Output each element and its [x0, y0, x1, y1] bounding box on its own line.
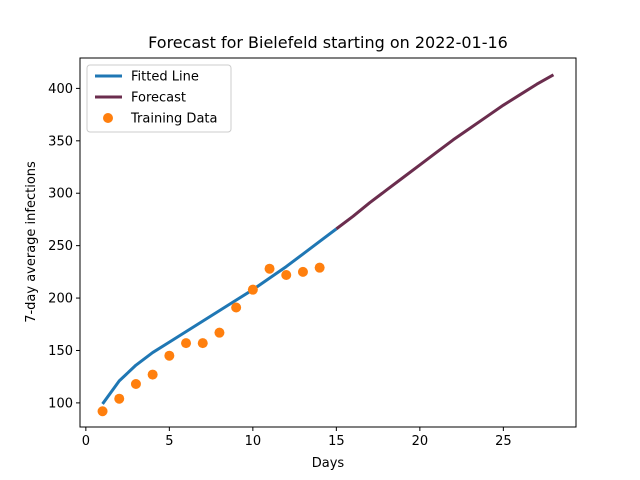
x-axis: 0 5 10 15 20 25	[82, 427, 512, 449]
x-tick-label: 15	[328, 434, 345, 449]
x-tick-label: 5	[165, 434, 173, 449]
legend-label: Training Data	[130, 112, 217, 127]
x-axis-label: Days	[312, 456, 345, 471]
y-tick-label: 150	[48, 344, 73, 359]
data-point-training-data	[281, 269, 292, 280]
plot-area	[97, 73, 555, 417]
y-tick-label: 200	[48, 292, 73, 307]
plot-frame	[79, 57, 577, 428]
data-point-training-data	[231, 302, 242, 313]
data-point-training-data	[181, 338, 192, 349]
data-point-training-data	[264, 263, 275, 274]
legend-swatch	[103, 113, 113, 123]
y-tick-label: 350	[48, 134, 73, 149]
data-point-training-data	[247, 284, 258, 295]
data-point-training-data	[130, 379, 141, 390]
data-point-training-data	[297, 266, 308, 277]
y-tick-label: 400	[48, 82, 73, 97]
y-tick-label: 250	[48, 239, 73, 254]
series-line-forecast	[335, 73, 555, 231]
x-tick-label: 25	[495, 434, 512, 449]
legend-label: Forecast	[131, 91, 186, 106]
data-point-training-data	[114, 393, 125, 404]
x-tick-label: 10	[245, 434, 262, 449]
data-point-training-data	[97, 406, 108, 417]
y-tick-label: 300	[48, 187, 73, 202]
x-tick-label: 20	[412, 434, 429, 449]
y-axis-label: 7-day average infections	[24, 161, 39, 323]
data-point-training-data	[164, 350, 175, 361]
data-point-training-data	[197, 338, 208, 349]
data-point-training-data	[214, 327, 225, 338]
series-line-fitted-line	[101, 227, 338, 405]
y-tick-label: 100	[48, 396, 73, 411]
legend-box	[86, 64, 232, 133]
legend: Fitted Line Forecast Training Data	[86, 64, 232, 133]
x-tick-label: 0	[82, 434, 90, 449]
chart-title: Forecast for Bielefeld starting on 2022-…	[148, 33, 508, 52]
legend-label: Fitted Line	[131, 70, 199, 85]
data-point-training-data	[314, 262, 325, 273]
y-axis: 100 150 200 250 300 350 400	[48, 82, 80, 411]
data-point-training-data	[147, 369, 158, 380]
